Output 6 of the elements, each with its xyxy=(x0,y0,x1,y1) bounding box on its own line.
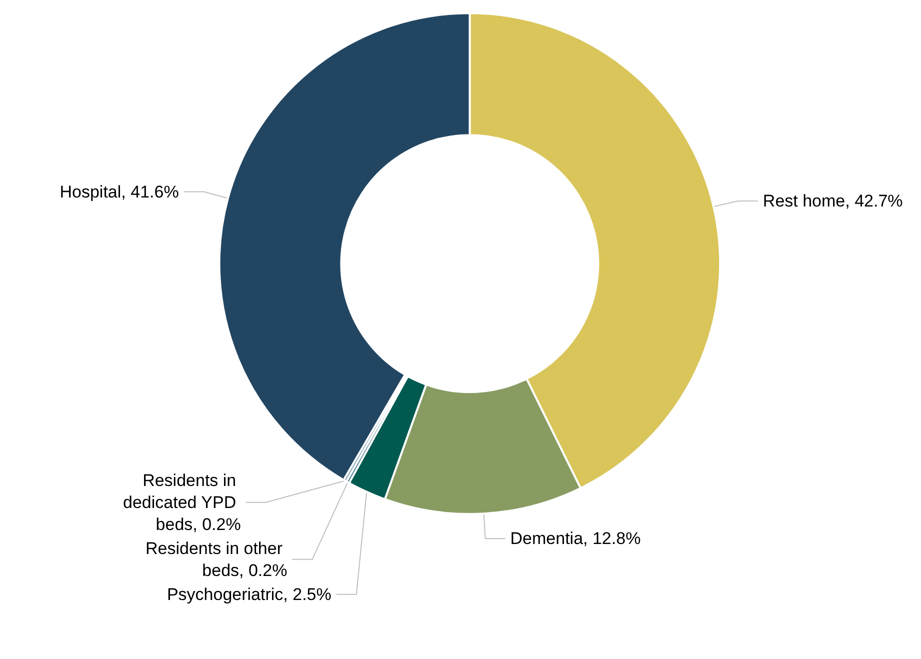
slice-label: Hospital, 41.6% xyxy=(60,182,179,202)
slice-label: Psychogeriatric, 2.5% xyxy=(166,584,332,604)
slice-label: Rest home, 42.7% xyxy=(762,191,903,210)
slice-label: Residents in dedicated YPD beds, 0.2% xyxy=(123,470,241,534)
slice-label: Dementia, 12.8% xyxy=(510,529,641,548)
slice-label: Residents in other beds, 0.2% xyxy=(145,538,288,580)
